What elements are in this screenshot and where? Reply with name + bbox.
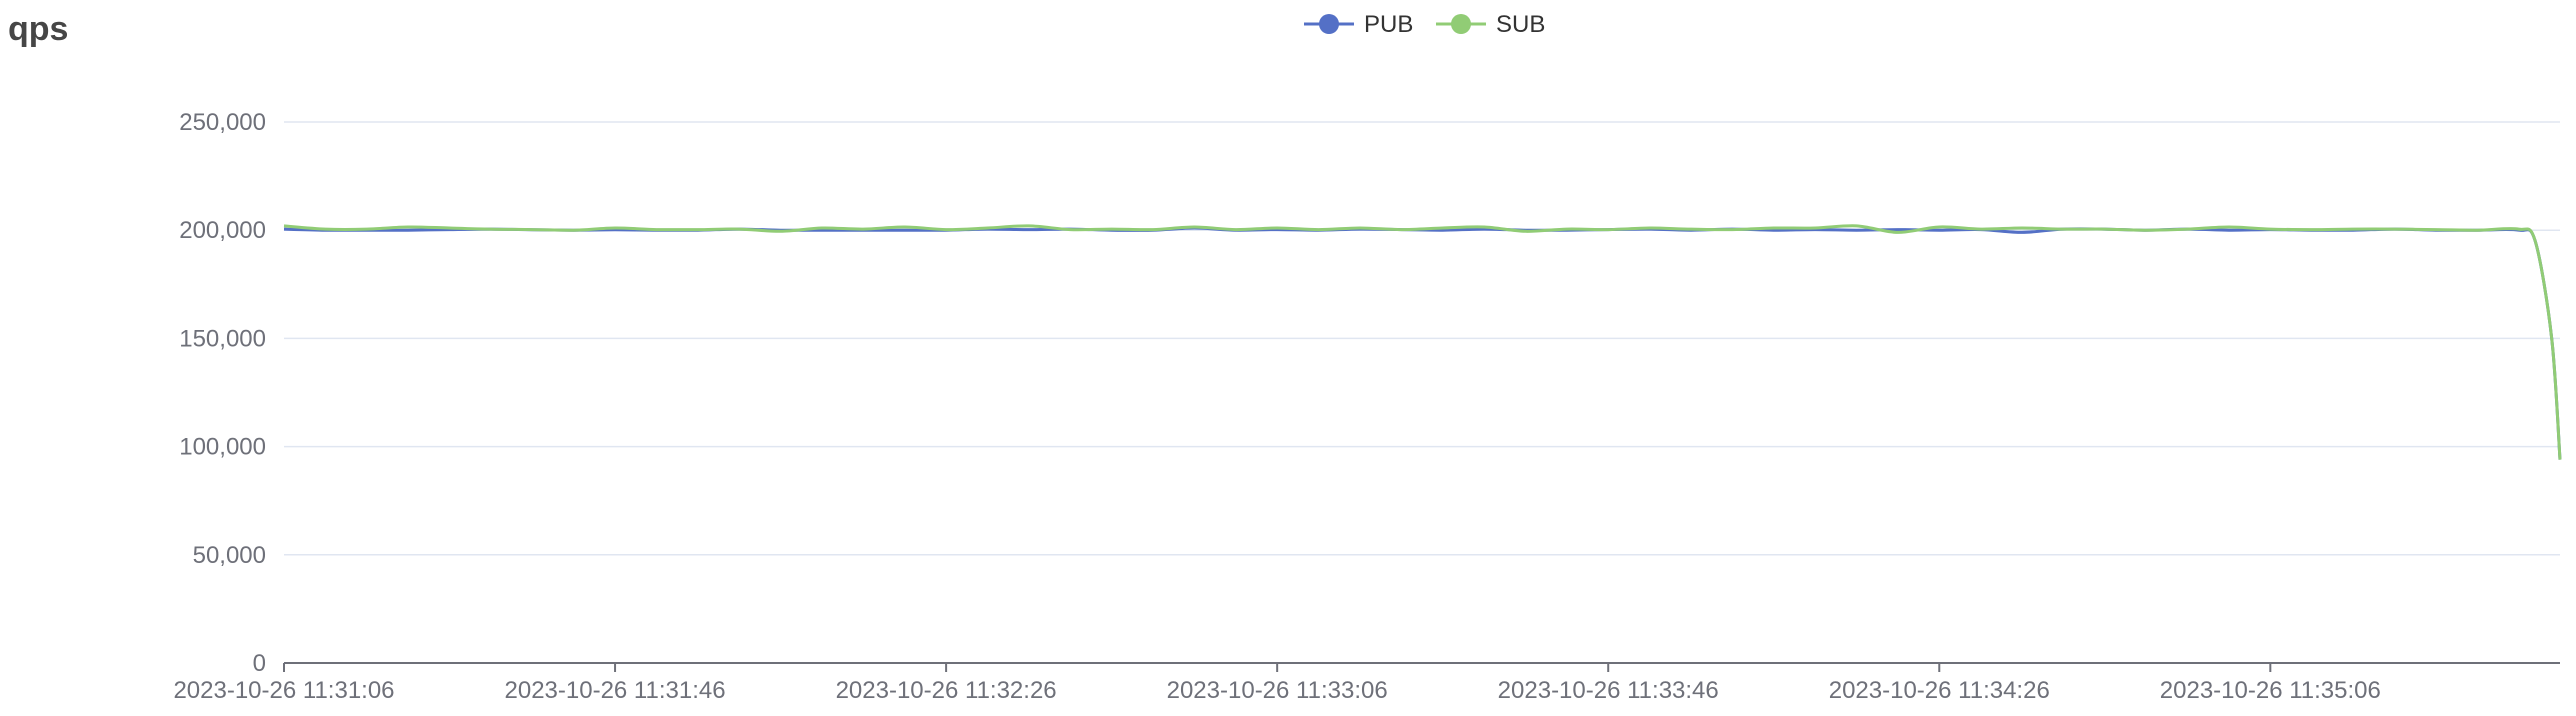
y-tick-label: 100,000 <box>179 434 266 461</box>
series-lines <box>283 224 2562 460</box>
x-tick-label: 2023-10-26 11:31:06 <box>173 677 394 704</box>
y-tick-label: 0 <box>253 650 266 677</box>
legend-marker <box>1451 14 1471 34</box>
x-tick-label: 2023-10-26 11:31:46 <box>505 677 726 704</box>
y-axis: 0 50,000 100,000 150,000 200,000 250,000 <box>179 109 266 677</box>
y-tick-label: 150,000 <box>179 325 266 352</box>
grid-lines <box>284 121 2560 556</box>
chart-title: qps <box>8 10 69 48</box>
series-line-sub <box>283 224 2562 460</box>
x-tick-label: 2023-10-26 11:33:46 <box>1498 677 1719 704</box>
series-line-pub <box>283 226 2562 460</box>
legend-item-sub: SUB <box>1436 11 1545 38</box>
x-axis: 2023-10-26 11:31:06 2023-10-26 11:31:46 20… <box>173 662 2560 704</box>
legend: PUB SUB <box>1304 11 1545 38</box>
legend-marker <box>1319 14 1339 34</box>
x-tick-label: 2023-10-26 11:33:06 <box>1167 677 1388 704</box>
legend-label: PUB <box>1364 11 1413 38</box>
legend-label: SUB <box>1496 11 1545 38</box>
x-tick-label: 2023-10-26 11:35:06 <box>2160 677 2381 704</box>
x-tick-label: 2023-10-26 11:32:26 <box>836 677 1057 704</box>
x-tick-label: 2023-10-26 11:34:26 <box>1829 677 2050 704</box>
y-tick-label: 50,000 <box>193 542 266 569</box>
y-tick-label: 200,000 <box>179 217 266 244</box>
legend-item-pub: PUB <box>1304 11 1413 38</box>
y-tick-label: 250,000 <box>179 109 266 136</box>
